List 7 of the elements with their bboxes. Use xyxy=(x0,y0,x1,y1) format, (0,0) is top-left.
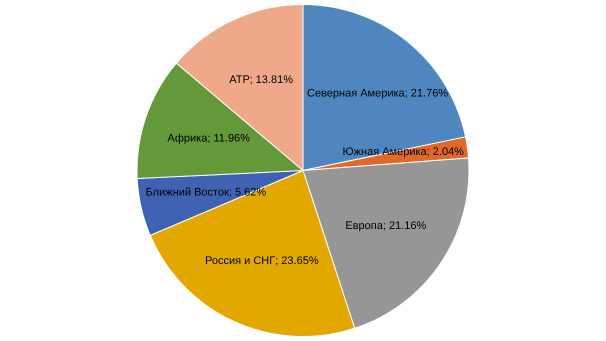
slice-label: Южная Америка; 2.04% xyxy=(342,146,464,158)
slice-label: Африка; 11.96% xyxy=(167,132,250,145)
slice-label: Европа; 21.16% xyxy=(345,220,426,232)
slice-label: Ближний Восток; 5.62% xyxy=(146,186,266,199)
slice-label: АТР; 13.81% xyxy=(229,74,294,86)
slice-label: Северная Америка; 21.76% xyxy=(307,87,448,100)
slice-label: Россия и СНГ; 23.65% xyxy=(205,255,319,268)
